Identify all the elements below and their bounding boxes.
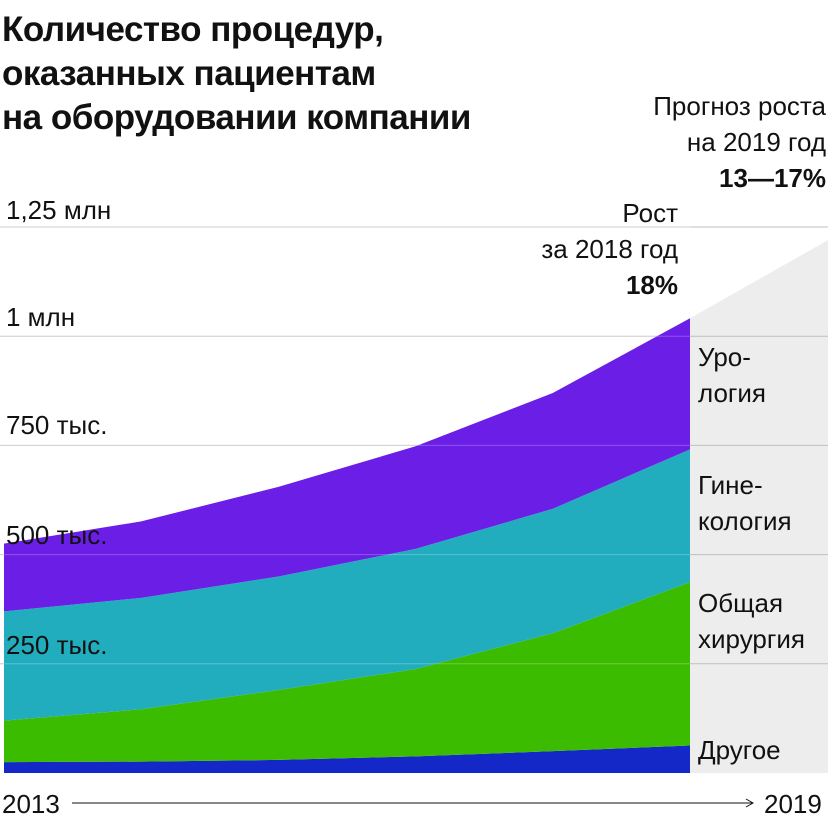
segment-label-line: Уро- bbox=[698, 342, 751, 372]
y-tick-label: 1,25 млн bbox=[6, 195, 112, 225]
title-line-1: Количество процедур, bbox=[2, 10, 384, 49]
growth-annotation: Рост за 2018 год 18% bbox=[541, 195, 678, 303]
title-line-2: оказанных пациентам bbox=[2, 54, 376, 93]
y-tick-label: 1 млн bbox=[6, 302, 76, 332]
forecast-area bbox=[690, 240, 828, 773]
area-other bbox=[4, 745, 690, 773]
forecast-line-2: на 2019 год bbox=[686, 127, 826, 157]
growth-value: 18% bbox=[625, 270, 678, 300]
segment-label-line: Гине- bbox=[698, 470, 763, 500]
segment-label-gynecology: Гине- кология bbox=[698, 467, 792, 539]
forecast-line-1: Прогноз роста bbox=[653, 91, 826, 121]
x-axis-end-label: 2019 bbox=[764, 789, 822, 819]
chart-title: Количество процедур, оказанных пациентам… bbox=[2, 8, 562, 140]
x-axis-start-label: 2013 bbox=[2, 789, 60, 819]
segment-label-line: кология bbox=[698, 506, 792, 536]
segment-label-urology: Уро- логия bbox=[698, 339, 766, 411]
area-urology bbox=[4, 318, 690, 612]
forecast-value: 13—17% bbox=[719, 163, 826, 193]
growth-line-1: Рост bbox=[622, 198, 678, 228]
y-tick-label: 500 тыс. bbox=[6, 520, 108, 550]
segment-label-other: Другое bbox=[698, 732, 781, 768]
segment-label-line: логия bbox=[698, 378, 767, 408]
segment-label-line: хирургия bbox=[698, 624, 805, 654]
segment-label-surgery: Общая хирургия bbox=[698, 585, 805, 657]
title-line-3: на оборудовании компании bbox=[2, 98, 471, 137]
x-axis-arrow-icon bbox=[745, 798, 755, 808]
segment-label-line: Общая bbox=[698, 588, 784, 618]
segment-label-line: Другое bbox=[698, 735, 781, 765]
growth-line-2: за 2018 год bbox=[541, 234, 678, 264]
area-gynecology bbox=[4, 449, 690, 721]
y-tick-label: 250 тыс. bbox=[6, 630, 108, 660]
area-general-surgery bbox=[4, 582, 690, 763]
y-tick-label: 750 тыс. bbox=[6, 410, 108, 440]
forecast-annotation: Прогноз роста на 2019 год 13—17% bbox=[653, 88, 826, 196]
